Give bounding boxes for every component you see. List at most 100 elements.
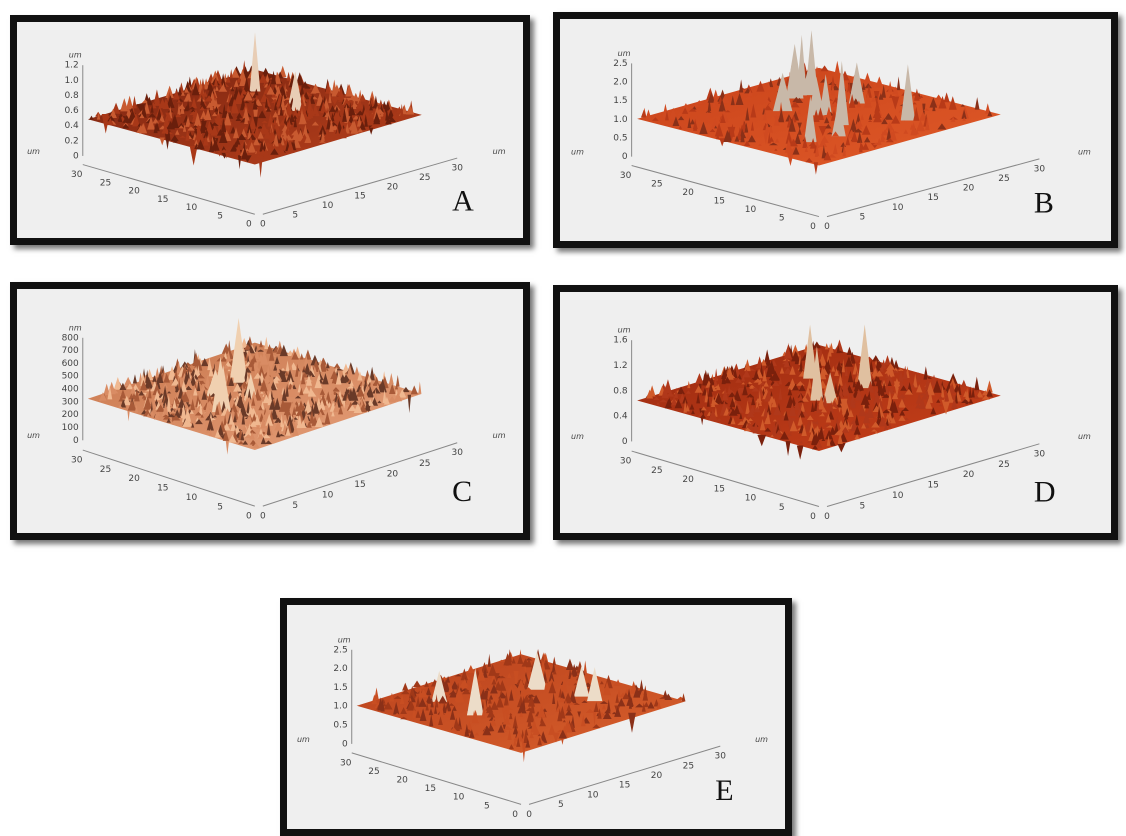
x-tick-label: 25	[998, 460, 1009, 470]
x-tick-label: 25	[683, 761, 694, 771]
spike	[259, 340, 263, 347]
z-tick-label: 100	[62, 423, 79, 433]
spike	[847, 347, 853, 355]
y-tick-label: 5	[217, 502, 223, 512]
y-tick-label: 25	[100, 178, 111, 188]
x-unit: um	[1078, 432, 1091, 441]
y-unit: um	[27, 147, 40, 156]
x-tick-label: 30	[715, 752, 727, 762]
y-tick-label: 15	[157, 484, 168, 494]
z-tick-label: 300	[62, 397, 79, 407]
y-tick-label: 0	[810, 512, 816, 522]
z-tick-label: 1.0	[64, 76, 79, 86]
surface-plot: um2.52.01.51.00.503025201510500510152025…	[560, 19, 1111, 241]
y-tick-label: 30	[71, 456, 83, 466]
panel-letter: B	[1034, 186, 1054, 219]
y-axis	[83, 165, 255, 215]
z-tick-label: 700	[62, 346, 79, 356]
x-tick-label: 20	[963, 470, 975, 480]
x-tick-label: 20	[387, 469, 399, 479]
y-tick-label: 25	[100, 465, 111, 475]
y-tick-label: 25	[651, 466, 662, 476]
spike	[714, 368, 717, 381]
spike	[160, 137, 165, 145]
y-tick-label: 15	[714, 484, 725, 494]
x-tick-label: 20	[387, 182, 399, 192]
y-tick-label: 25	[651, 180, 662, 190]
x-unit: um	[493, 147, 506, 156]
panel-letter: C	[452, 475, 472, 508]
x-tick-label: 15	[354, 192, 365, 202]
spike	[402, 683, 408, 691]
x-tick-label: 15	[354, 480, 365, 490]
figure: um1.21.00.80.60.40.203025201510500510152…	[0, 0, 1126, 836]
spike	[974, 377, 979, 391]
spike	[786, 441, 791, 456]
spike	[719, 138, 725, 146]
spike	[628, 713, 636, 733]
z-tick-label: 0.2	[64, 136, 78, 146]
y-tick-label: 20	[128, 474, 140, 484]
z-tick-label: 2.5	[613, 59, 627, 69]
y-tick-label: 10	[745, 205, 757, 215]
y-unit: um	[27, 431, 40, 440]
x-axis	[827, 444, 1039, 507]
x-tick-label: 10	[322, 491, 334, 501]
spike	[566, 659, 574, 670]
surface-plot: nm80070060050040030020010003025201510500…	[17, 289, 523, 533]
x-tick-label: 15	[619, 781, 630, 791]
x-tick-label: 5	[558, 800, 564, 810]
spike	[884, 355, 890, 365]
panel-letter: E	[715, 774, 733, 807]
z-tick-label: 2.0	[613, 78, 628, 88]
x-tick-label: 0	[526, 810, 532, 820]
spike	[944, 92, 950, 102]
y-tick-label: 0	[810, 222, 816, 232]
y-tick-label: 5	[484, 801, 490, 811]
panel: um1.21.00.80.60.40.203025201510500510152…	[10, 15, 530, 245]
spike	[411, 385, 418, 394]
y-axis	[632, 451, 819, 506]
z-tick-label: 1.0	[613, 115, 628, 125]
x-tick-label: 30	[451, 448, 463, 458]
spike	[155, 367, 159, 377]
y-tick-label: 20	[396, 776, 408, 786]
spike	[345, 84, 353, 96]
spike	[875, 76, 883, 87]
z-tick-label: 0	[73, 151, 79, 161]
spike	[695, 373, 703, 384]
spike	[132, 96, 137, 109]
spike	[641, 110, 647, 118]
x-tick-label: 5	[292, 210, 298, 220]
z-tick-label: 800	[62, 333, 79, 343]
x-tick-label: 25	[998, 174, 1009, 184]
z-tick-label: 1.6	[613, 336, 628, 346]
x-tick-label: 30	[1034, 449, 1046, 459]
x-tick-label: 0	[260, 512, 266, 522]
z-tick-label: 600	[62, 359, 79, 369]
spike	[264, 337, 268, 349]
x-tick-label: 25	[419, 173, 430, 183]
y-tick-label: 0	[512, 810, 518, 820]
z-tick-label: 0.8	[64, 91, 79, 101]
y-tick-label: 30	[71, 170, 83, 180]
spike	[872, 355, 879, 361]
spike	[645, 109, 651, 120]
surface-plot: um1.61.20.80.40302520151050051015202530u…	[560, 292, 1111, 533]
z-unit: um	[338, 635, 351, 644]
z-tick-label: 0.5	[333, 721, 347, 731]
spike	[467, 665, 474, 673]
x-unit: um	[755, 735, 768, 744]
spike	[825, 343, 829, 349]
x-tick-label: 25	[419, 459, 430, 469]
y-tick-label: 20	[682, 188, 694, 198]
panel-letter: A	[452, 184, 474, 217]
y-unit: um	[571, 148, 584, 157]
y-tick-label: 0	[246, 512, 252, 522]
z-tick-label: 1.0	[333, 702, 348, 712]
panel-letter: D	[1034, 475, 1056, 508]
y-tick-label: 30	[620, 171, 632, 181]
z-tick-label: 0.8	[613, 386, 628, 396]
x-tick-label: 0	[824, 512, 830, 522]
y-axis	[352, 753, 521, 805]
